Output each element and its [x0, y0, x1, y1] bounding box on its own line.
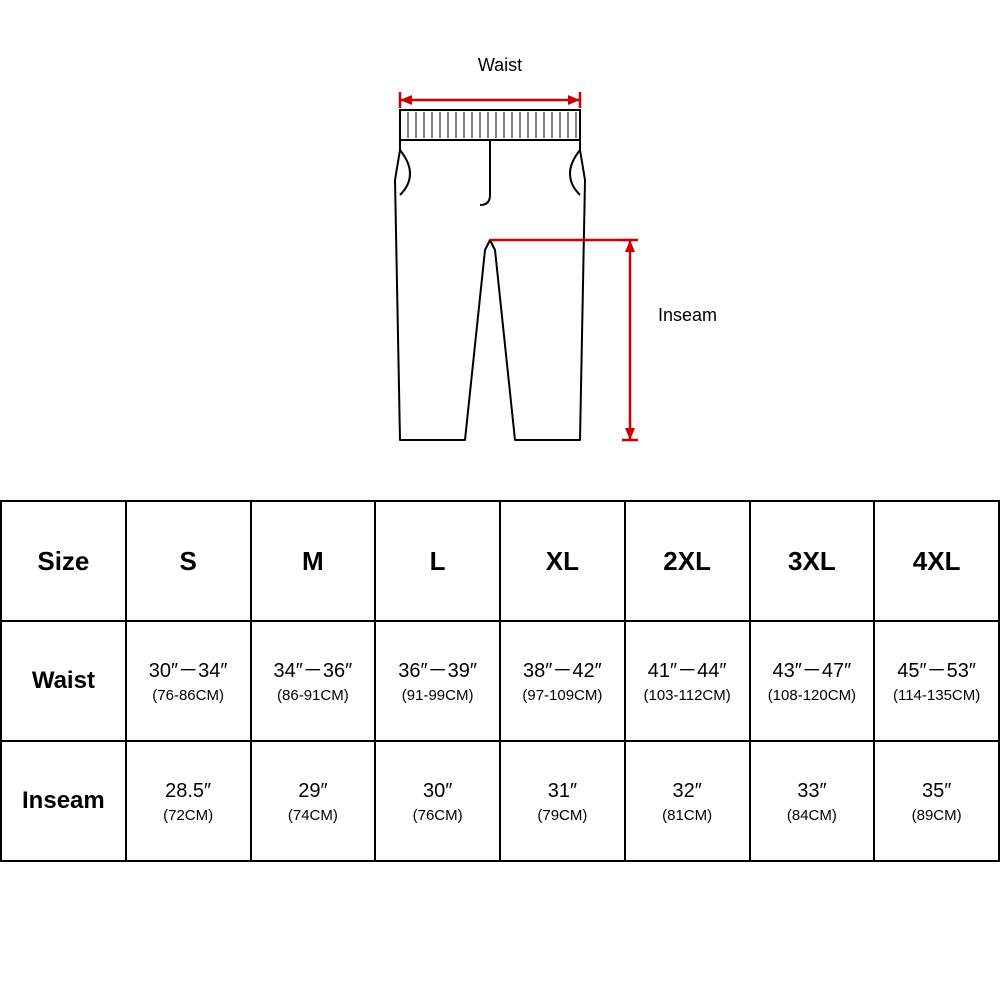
row-waist-label: Waist — [1, 621, 126, 741]
col-4xl: 4XL — [874, 501, 999, 621]
cell-main: 32″ — [630, 777, 745, 805]
cell-main: 45″－53″ — [879, 657, 994, 685]
cell: 43″－47″ (108-120CM) — [750, 621, 875, 741]
cell: 29″ (74CM) — [251, 741, 376, 861]
col-2xl: 2XL — [625, 501, 750, 621]
table-row: Inseam 28.5″ (72CM) 29″ (74CM) 30″ (76CM… — [1, 741, 999, 861]
cell: 31″ (79CM) — [500, 741, 625, 861]
diagram-area: Waist Inseam — [0, 0, 1000, 500]
cell-main: 43″－47″ — [755, 657, 870, 685]
col-m: M — [251, 501, 376, 621]
cell: 45″－53″ (114-135CM) — [874, 621, 999, 741]
pants-outline — [395, 110, 585, 440]
row-inseam-label: Inseam — [1, 741, 126, 861]
cell-sub: (79CM) — [505, 805, 620, 826]
cell-main: 36″－39″ — [380, 657, 495, 685]
cell-sub: (89CM) — [879, 805, 994, 826]
cell-main: 35″ — [879, 777, 994, 805]
cell-main: 28.5″ — [131, 777, 246, 805]
cell: 36″－39″ (91-99CM) — [375, 621, 500, 741]
cell-sub: (76-86CM) — [131, 685, 246, 706]
col-s: S — [126, 501, 251, 621]
pants-diagram — [330, 40, 670, 460]
inseam-label: Inseam — [658, 305, 717, 326]
cell-sub: (91-99CM) — [380, 685, 495, 706]
size-chart-table: Size S M L XL 2XL 3XL 4XL Waist 30″－34″ … — [0, 500, 1000, 862]
col-size: Size — [1, 501, 126, 621]
col-l: L — [375, 501, 500, 621]
col-3xl: 3XL — [750, 501, 875, 621]
cell-main: 34″－36″ — [256, 657, 371, 685]
cell-sub: (76CM) — [380, 805, 495, 826]
cell-sub: (86-91CM) — [256, 685, 371, 706]
cell-main: 33″ — [755, 777, 870, 805]
cell-sub: (74CM) — [256, 805, 371, 826]
cell-sub: (103-112CM) — [630, 685, 745, 706]
waist-label: Waist — [478, 55, 522, 76]
cell-sub: (114-135CM) — [879, 685, 994, 706]
cell: 28.5″ (72CM) — [126, 741, 251, 861]
cell: 30″ (76CM) — [375, 741, 500, 861]
cell: 41″－44″ (103-112CM) — [625, 621, 750, 741]
cell: 38″－42″ (97-109CM) — [500, 621, 625, 741]
cell-sub: (97-109CM) — [505, 685, 620, 706]
cell: 35″ (89CM) — [874, 741, 999, 861]
cell-main: 30″－34″ — [131, 657, 246, 685]
cell-sub: (108-120CM) — [755, 685, 870, 706]
cell-sub: (84CM) — [755, 805, 870, 826]
cell-main: 29″ — [256, 777, 371, 805]
cell: 33″ (84CM) — [750, 741, 875, 861]
cell-main: 41″－44″ — [630, 657, 745, 685]
col-xl: XL — [500, 501, 625, 621]
cell: 32″ (81CM) — [625, 741, 750, 861]
cell-main: 38″－42″ — [505, 657, 620, 685]
cell-sub: (72CM) — [131, 805, 246, 826]
table-row: Waist 30″－34″ (76-86CM) 34″－36″ (86-91CM… — [1, 621, 999, 741]
cell: 30″－34″ (76-86CM) — [126, 621, 251, 741]
cell-main: 31″ — [505, 777, 620, 805]
size-table-area: Size S M L XL 2XL 3XL 4XL Waist 30″－34″ … — [0, 500, 1000, 862]
cell-sub: (81CM) — [630, 805, 745, 826]
table-header-row: Size S M L XL 2XL 3XL 4XL — [1, 501, 999, 621]
cell: 34″－36″ (86-91CM) — [251, 621, 376, 741]
waist-arrow — [400, 92, 580, 108]
cell-main: 30″ — [380, 777, 495, 805]
